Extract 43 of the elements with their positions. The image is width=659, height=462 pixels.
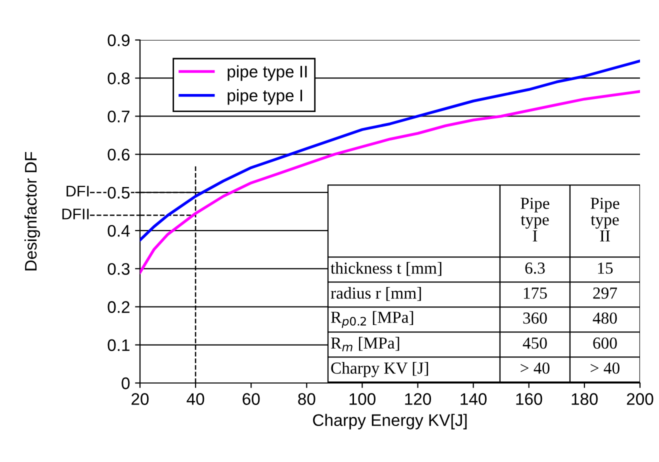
annotation: 6.3 <box>525 262 545 274</box>
y-tick-label: 0.6 <box>108 148 130 161</box>
annotation: 297 <box>593 288 618 299</box>
y-tick-label: 0.4 <box>108 224 130 237</box>
annotation: R$_{p0.2}$ [MPa] <box>330 311 414 328</box>
y-tick-label: 0 <box>122 377 130 390</box>
x-tick-label: 120 <box>405 393 432 405</box>
annotation: R$_{m}$ [MPa] <box>330 336 400 352</box>
legend-label: pipe type I <box>228 89 302 105</box>
x-tick-label: 100 <box>350 393 376 405</box>
y-tick-label: 0.2 <box>108 301 130 313</box>
x-tick-label: 60 <box>242 393 260 405</box>
annotation: > 40 <box>590 362 620 374</box>
annotation: Pipe type I <box>520 198 550 242</box>
x-tick-label: 80 <box>298 393 316 405</box>
annotation: 480 <box>592 312 617 324</box>
y-tick-label: 0.9 <box>108 34 130 46</box>
annotation: 360 <box>523 312 547 324</box>
y-tick-label: 0.3 <box>108 263 130 275</box>
ref-line-label: DFII <box>62 208 89 220</box>
x-tick-label: 200 <box>626 393 654 405</box>
ref-line-label: DFI <box>66 186 89 196</box>
annotation: 600 <box>593 338 617 349</box>
y-tick-label: 0.1 <box>108 339 130 352</box>
annotation: 450 <box>522 338 547 349</box>
annotation: Charpy KV [J] <box>331 362 428 378</box>
y-tick-label: 0.5 <box>108 186 130 199</box>
x-tick-label: 160 <box>516 393 542 405</box>
x-axis-title: Charpy Energy KV[J] <box>313 414 467 430</box>
y-tick-label: 0.7 <box>108 110 130 122</box>
y-tick-label: 0.8 <box>108 72 130 84</box>
annotation: 175 <box>524 288 547 299</box>
annotation: radius r [mm] <box>330 287 421 301</box>
annotation: thickness t [mm] <box>330 262 442 276</box>
annotation: 15 <box>598 262 613 274</box>
annotation: Pipe type II <box>590 198 620 242</box>
legend-label: pipe type II <box>228 65 307 81</box>
x-tick-label: 140 <box>460 393 487 405</box>
x-tick-label: 40 <box>186 393 204 405</box>
x-tick-label: 20 <box>132 393 149 405</box>
annotation: > 40 <box>520 362 550 374</box>
y-axis-title: Designfactor DF <box>24 152 40 270</box>
x-tick-label: 180 <box>572 393 598 405</box>
